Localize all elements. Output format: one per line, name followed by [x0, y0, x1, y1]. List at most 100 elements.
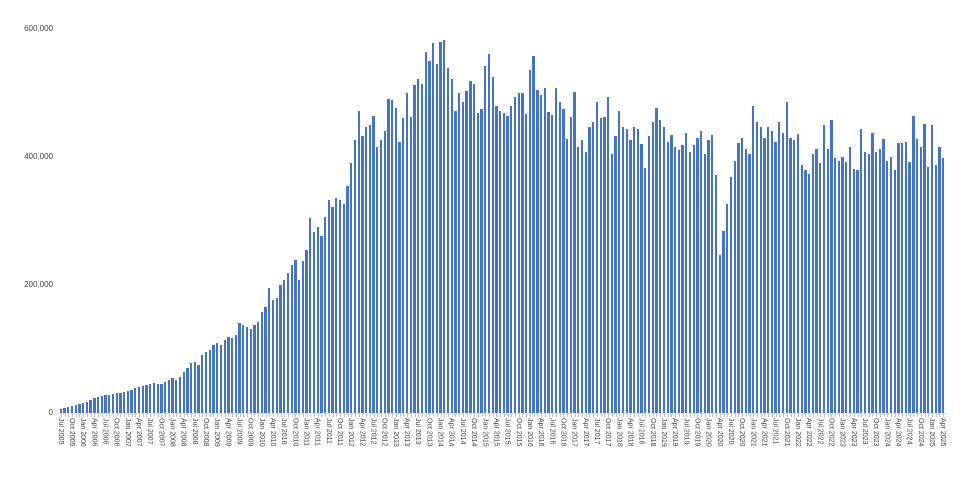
x-axis-tick [366, 414, 368, 417]
bar [610, 153, 613, 413]
bar [822, 125, 826, 413]
x-axis-tick [537, 414, 539, 417]
bar [692, 145, 695, 413]
x-axis-tick [165, 414, 167, 417]
x-axis-tick-label: Jul 2022 [816, 418, 824, 445]
x-axis-tick [317, 414, 319, 417]
x-axis-tick [760, 414, 762, 417]
bar [301, 260, 304, 413]
x-axis-tick-label: Apr 2008 [179, 418, 187, 447]
bar [63, 407, 66, 413]
plot-area [59, 28, 945, 413]
x-axis-tick [116, 414, 118, 417]
x-axis-tick-label: Oct 2009 [246, 418, 254, 447]
x-axis-tick [418, 414, 420, 417]
x-axis-tick-label: Jul 2015 [503, 418, 511, 445]
x-axis-tick-label: Apr 2013 [403, 418, 411, 447]
x-axis-tick [526, 414, 528, 417]
x-axis-tick [228, 414, 230, 417]
x-axis-tick [876, 414, 878, 417]
bar [767, 127, 770, 413]
x-axis-tick [399, 414, 401, 417]
x-axis-tick [660, 414, 662, 417]
bar [603, 117, 606, 413]
x-axis-tick-label: Oct 2021 [782, 418, 790, 447]
bar [249, 328, 252, 413]
x-axis-tick [436, 414, 438, 417]
x-axis-tick [917, 414, 919, 417]
bar [659, 120, 662, 413]
x-axis-tick [630, 414, 632, 417]
x-axis-tick [835, 414, 837, 417]
bar [633, 127, 636, 413]
x-axis-tick [202, 414, 204, 417]
bar [320, 235, 323, 413]
x-axis-tick [671, 414, 673, 417]
x-axis-tick [183, 414, 185, 417]
x-axis-line [55, 413, 947, 414]
x-axis-tick [488, 414, 490, 417]
x-axis-tick-label: Jan 2014 [436, 418, 444, 447]
bar [644, 168, 647, 413]
x-axis-tick [939, 414, 941, 417]
bar [874, 152, 878, 413]
x-axis-tick-label: Oct 2005 [68, 418, 76, 447]
bar [681, 145, 684, 413]
x-axis-tick [801, 414, 803, 417]
bar [763, 137, 766, 413]
x-axis-tick [820, 414, 822, 417]
x-axis-tick [287, 414, 289, 417]
bar [595, 102, 599, 413]
x-axis-tick [541, 414, 543, 417]
bar [271, 300, 275, 413]
x-axis-tick [604, 414, 606, 417]
x-axis-tick [645, 414, 647, 417]
bar [580, 140, 584, 413]
bar [335, 198, 338, 413]
bar [424, 52, 427, 413]
bar [714, 174, 718, 413]
bar [718, 255, 721, 413]
x-axis-tick [548, 414, 550, 417]
x-axis-tick [827, 414, 829, 417]
x-axis-tick [500, 414, 502, 417]
bar [722, 230, 725, 413]
bar [536, 89, 539, 413]
x-axis-tick [522, 414, 524, 417]
bar [417, 78, 420, 413]
x-axis-tick-label: Apr 2014 [447, 418, 455, 447]
x-axis-tick [179, 414, 181, 417]
bar [867, 153, 870, 413]
x-axis-tick-label: Jan 2007 [123, 418, 131, 447]
x-axis-tick-label: Oct 2014 [470, 418, 478, 447]
x-axis-tick [757, 414, 758, 417]
bar [584, 152, 587, 413]
bar [286, 273, 290, 413]
bar [193, 362, 197, 413]
bar [606, 97, 610, 413]
bar [744, 148, 747, 413]
bar [796, 133, 800, 413]
x-axis-tick [771, 414, 773, 417]
bar [163, 381, 167, 413]
bar [126, 390, 130, 413]
bar [759, 127, 762, 413]
x-axis-tick [172, 414, 174, 417]
x-axis-tick [295, 414, 297, 417]
bar [324, 217, 327, 413]
bar [227, 336, 230, 413]
x-axis-tick [403, 414, 405, 417]
x-axis-tick-label: Apr 2011 [313, 418, 321, 446]
x-axis-tick [187, 414, 189, 417]
bar [178, 376, 182, 413]
bar [915, 138, 919, 413]
bar [290, 265, 293, 413]
x-axis-tick [414, 414, 416, 417]
x-axis-tick-label: Jan 2020 [704, 418, 712, 447]
x-axis-tick [124, 414, 126, 417]
x-axis-tick-label: Oct 2007 [157, 418, 165, 447]
bar [108, 395, 111, 413]
bar [528, 70, 532, 413]
x-axis-tick [336, 414, 338, 417]
bar [443, 40, 446, 413]
